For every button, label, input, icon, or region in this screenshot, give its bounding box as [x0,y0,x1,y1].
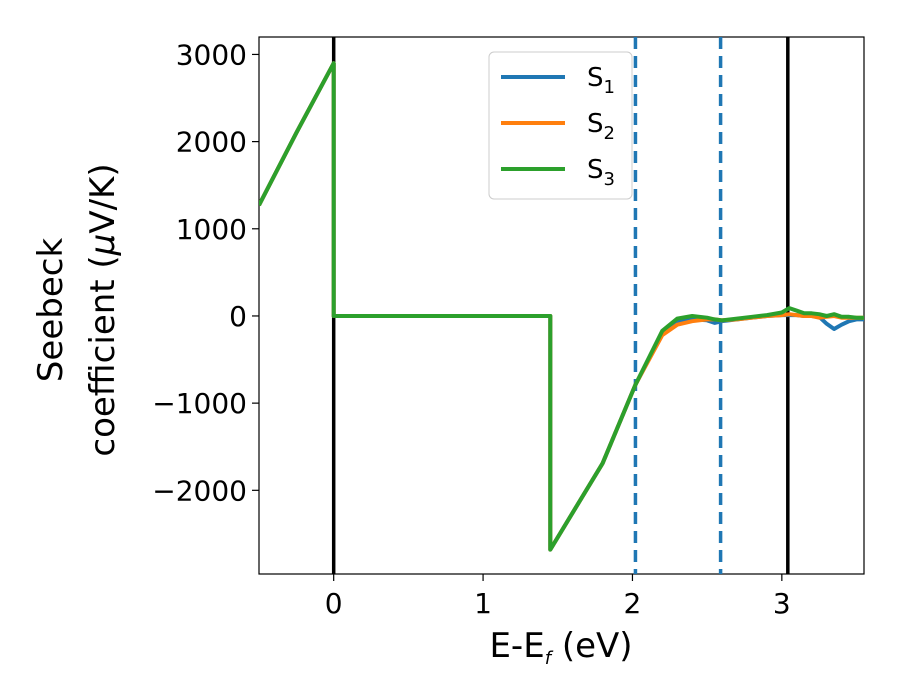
x-axis-ticks: 0 1 2 3 [325,574,791,620]
y-axis-label: Seebeck coefficient (μV/K) [31,163,123,456]
y-tick-label: 1000 [176,213,247,246]
legend-box [488,51,633,200]
legend-label-s2: S2 [587,109,615,144]
series-line-s3 [259,61,864,552]
x-axis-label: E-Ef (eV) [489,626,632,669]
y-axis-label-unit: V/K) [83,163,123,233]
y-axis-label-mu: μ [83,234,123,257]
x-tick-label: 2 [624,587,642,620]
y-axis-ticks: −2000 −1000 0 1000 2000 3000 [152,38,259,507]
y-tick-label: 0 [229,300,247,333]
y-tick-label: −1000 [152,387,247,420]
legend: S1 S2 S3 [488,51,633,200]
series-lines [259,61,864,552]
y-tick-label: −2000 [152,474,247,507]
x-tick-label: 3 [773,587,791,620]
x-axis-label-main: E-E [489,626,544,666]
x-axis-label-subscript: f [545,648,554,669]
y-axis-label-line2: coefficient (μV/K) [83,163,123,456]
legend-label-s1: S1 [587,63,615,98]
plot-area-frame [258,36,865,575]
y-axis-label-line1: Seebeck [31,238,71,383]
legend-label-s3: S3 [587,155,615,190]
x-tick-label: 1 [474,587,492,620]
x-axis-label-unit: (eV) [551,626,633,666]
y-tick-label: 3000 [176,38,247,71]
y-tick-label: 2000 [176,126,247,159]
y-axis-label-prefix: coefficient ( [83,255,123,456]
x-tick-label: 0 [325,587,343,620]
